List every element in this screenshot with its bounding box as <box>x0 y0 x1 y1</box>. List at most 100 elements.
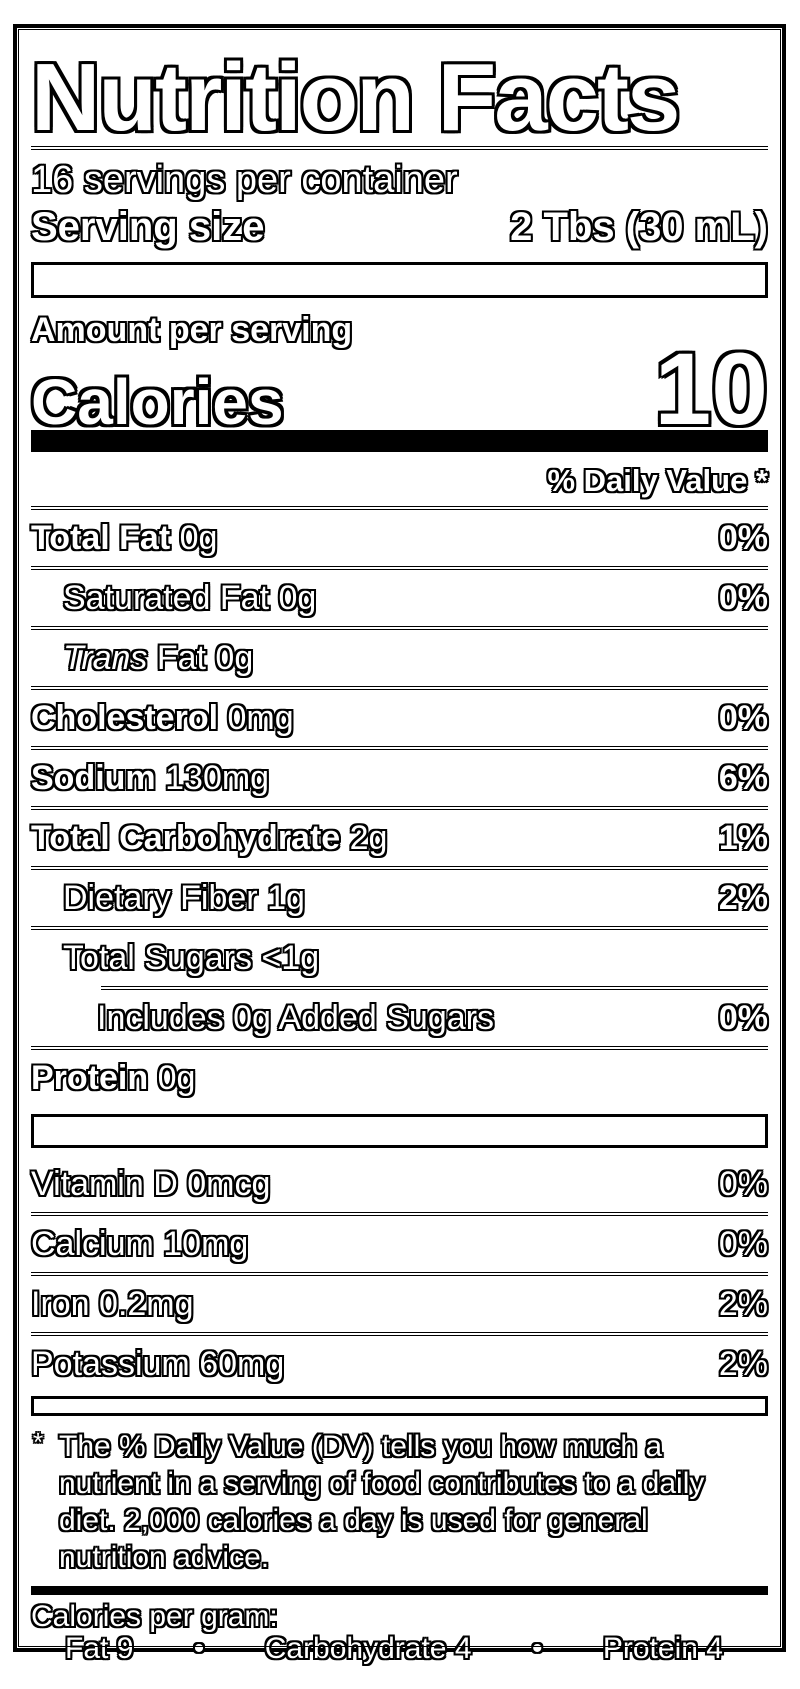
calories-per-gram-protein: Protein 4 <box>603 1633 723 1665</box>
footnote-text: The % Daily Value (DV) tells you how muc… <box>59 1430 705 1574</box>
nutrient-amount: 0g <box>179 519 218 557</box>
vitamin-name: Vitamin D <box>31 1165 178 1203</box>
calories-per-gram-fat: Fat 9 <box>65 1633 133 1665</box>
nutrient-name-amount: Total Sugars <1g <box>63 939 319 977</box>
vitamin-name-amount: Calcium 10mg <box>31 1225 248 1263</box>
thick-bar-above-vitamins <box>31 1114 768 1148</box>
nutrient-amount: 0g <box>278 579 317 617</box>
bar-above-footnote <box>31 1396 768 1416</box>
amount-per-serving-label: Amount per serving <box>31 311 353 349</box>
row-separator <box>31 746 768 750</box>
nutrient-row-protein: Protein 0g <box>31 1050 768 1106</box>
row-separator <box>31 626 768 630</box>
nutrient-row-trans-fat: Trans Fat 0g <box>31 630 768 686</box>
cpg-item-value: 9 <box>116 1632 134 1665</box>
nutrient-name: Includes 0g Added Sugars <box>97 999 494 1037</box>
vitamin-name-amount: Iron 0.2mg <box>31 1285 194 1323</box>
vitamin-amount: 0mcg <box>187 1165 271 1203</box>
footnote-asterisk: * <box>33 1427 44 1457</box>
nutrient-name: Total Fat <box>31 519 171 557</box>
title-separator <box>31 146 768 150</box>
nutrient-name-italic: Trans <box>63 639 148 677</box>
cpg-item-name: Carbohydrate <box>264 1632 447 1665</box>
nutrient-name-amount: Total Fat 0g <box>31 519 217 557</box>
vitamin-row-calcium: Calcium 10mg 0% <box>31 1216 768 1272</box>
label-title: Nutrition Facts <box>31 44 680 151</box>
nutrient-name: Sodium <box>31 759 156 797</box>
vitamin-name: Iron <box>31 1285 90 1323</box>
nutrient-name-amount: Includes 0g Added Sugars <box>97 999 494 1037</box>
serving-size-row: Serving size 2 Tbs (30 mL) <box>31 204 768 250</box>
nutrient-name-amount: Total Carbohydrate 2g <box>31 819 387 857</box>
vitamin-dv: 2% <box>718 1345 768 1383</box>
nutrient-name-amount: Trans Fat 0g <box>63 639 253 677</box>
vitamin-dv: 0% <box>718 1225 768 1263</box>
nutrient-row-cholesterol: Cholesterol 0mg 0% <box>31 690 768 746</box>
nutrient-dv: 0% <box>718 699 768 737</box>
daily-value-header: % Daily Value * <box>547 463 768 498</box>
nutrient-amount: 1g <box>267 879 305 917</box>
nutrient-name: Protein <box>31 1059 149 1097</box>
nutrient-name-amount: Saturated Fat 0g <box>63 579 316 617</box>
calories-value: 10 <box>654 332 768 446</box>
nutrient-dv: 0% <box>718 579 768 617</box>
vitamin-row-potassium: Potassium 60mg 2% <box>31 1336 768 1392</box>
nutrient-name: Saturated Fat <box>63 579 270 617</box>
cpg-item-value: 4 <box>454 1632 472 1665</box>
nutrient-row-added-sugars: Includes 0g Added Sugars 0% <box>31 990 768 1046</box>
vitamin-row-iron: Iron 0.2mg 2% <box>31 1276 768 1332</box>
serving-size-value: 2 Tbs (30 mL) <box>510 205 768 249</box>
nutrient-amount: 2g <box>349 819 388 857</box>
footnote: * The % Daily Value (DV) tells you how m… <box>31 1427 739 1576</box>
nutrition-facts-label: Nutrition Facts 16 servings per containe… <box>13 24 786 1665</box>
bullet-separator: • <box>531 1632 543 1665</box>
cpg-item-name: Fat <box>65 1632 109 1665</box>
cpg-item-value: 4 <box>706 1632 723 1665</box>
calories-per-gram-carbohydrate: Carbohydrate 4 <box>265 1633 472 1665</box>
nutrient-dv: 6% <box>718 759 768 797</box>
vitamin-amount: 10mg <box>163 1225 249 1263</box>
nutrient-dv: 2% <box>718 879 768 917</box>
serving-size-label: Serving size <box>31 205 265 249</box>
row-separator <box>31 866 768 870</box>
row-separator-indented <box>101 986 768 990</box>
vitamin-row-vitamin-d: Vitamin D 0mcg 0% <box>31 1156 768 1212</box>
vitamin-name-amount: Potassium 60mg <box>31 1345 284 1383</box>
nutrient-amount: 0g <box>157 1059 196 1097</box>
nutrient-name: Dietary Fiber <box>63 879 258 917</box>
nutrient-row-dietary-fiber: Dietary Fiber 1g 2% <box>31 870 768 926</box>
nutrient-name: Fat <box>156 639 206 677</box>
nutrient-name: Total Carbohydrate <box>31 819 341 857</box>
vitamin-name: Calcium <box>31 1225 154 1263</box>
row-separator <box>31 686 768 690</box>
servings-per-container: 16 servings per container <box>31 159 458 201</box>
row-separator <box>31 1046 768 1050</box>
nutrient-row-total-fat: Total Fat 0g 0% <box>31 510 768 566</box>
thick-bar-under-calories <box>31 430 768 452</box>
vitamin-dv: 2% <box>718 1285 768 1323</box>
nutrient-row-saturated-fat: Saturated Fat 0g 0% <box>31 570 768 626</box>
nutrient-name-amount: Sodium 130mg <box>31 759 269 797</box>
row-separator <box>31 1332 768 1336</box>
nutrient-amount: 0mg <box>227 699 294 737</box>
daily-value-separator <box>31 506 768 510</box>
nutrient-amount: 130mg <box>165 759 270 797</box>
nutrient-name-amount: Protein 0g <box>31 1059 195 1097</box>
vitamin-dv: 0% <box>718 1165 768 1203</box>
bullet-separator: • <box>193 1632 205 1665</box>
row-separator <box>31 1272 768 1276</box>
calories-per-gram-heading: Calories per gram: <box>31 1600 278 1633</box>
cpg-item-name: Protein <box>602 1632 698 1665</box>
nutrient-row-total-carbohydrate: Total Carbohydrate 2g 1% <box>31 810 768 866</box>
vitamin-name: Potassium <box>31 1345 190 1383</box>
nutrient-dv: 0% <box>718 999 768 1037</box>
vitamin-amount: 0.2mg <box>99 1285 194 1323</box>
nutrient-amount: 0g <box>215 639 254 677</box>
calories-per-gram-row: Fat 9 • Carbohydrate 4 • Protein 4 <box>31 1633 723 1665</box>
nutrient-dv: 1% <box>718 819 768 857</box>
row-separator <box>31 1212 768 1216</box>
vitamin-amount: 60mg <box>199 1345 285 1383</box>
nutrient-dv: 0% <box>718 519 768 557</box>
nutrient-name-amount: Dietary Fiber 1g <box>63 879 305 917</box>
